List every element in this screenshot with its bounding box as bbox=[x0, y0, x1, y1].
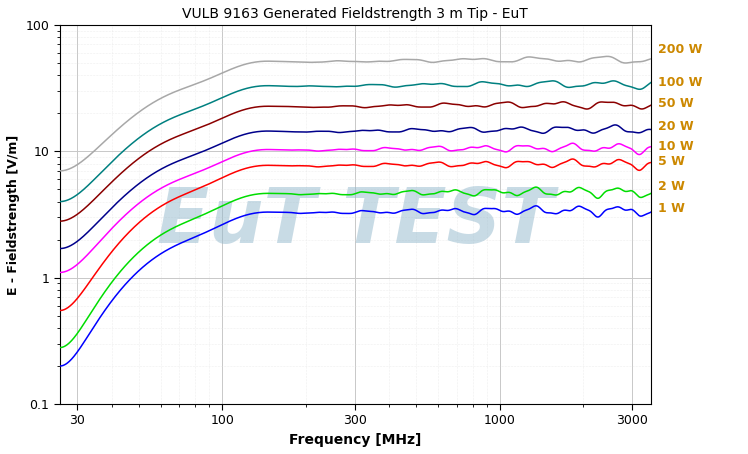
Text: 200 W: 200 W bbox=[657, 43, 702, 55]
Y-axis label: E - Fieldstrength [V/m]: E - Fieldstrength [V/m] bbox=[7, 134, 20, 295]
Text: 1 W: 1 W bbox=[657, 202, 684, 215]
Text: 2 W: 2 W bbox=[657, 180, 684, 193]
X-axis label: Frequency [MHz]: Frequency [MHz] bbox=[289, 433, 421, 447]
Text: 5 W: 5 W bbox=[657, 155, 684, 168]
Text: 10 W: 10 W bbox=[657, 139, 693, 153]
Text: 100 W: 100 W bbox=[657, 76, 702, 89]
Title: VULB 9163 Generated Fieldstrength 3 m Tip - EuT: VULB 9163 Generated Fieldstrength 3 m Ti… bbox=[183, 7, 528, 21]
Text: 50 W: 50 W bbox=[657, 97, 693, 110]
Text: EuT TEST: EuT TEST bbox=[157, 185, 554, 259]
Text: 20 W: 20 W bbox=[657, 119, 693, 133]
